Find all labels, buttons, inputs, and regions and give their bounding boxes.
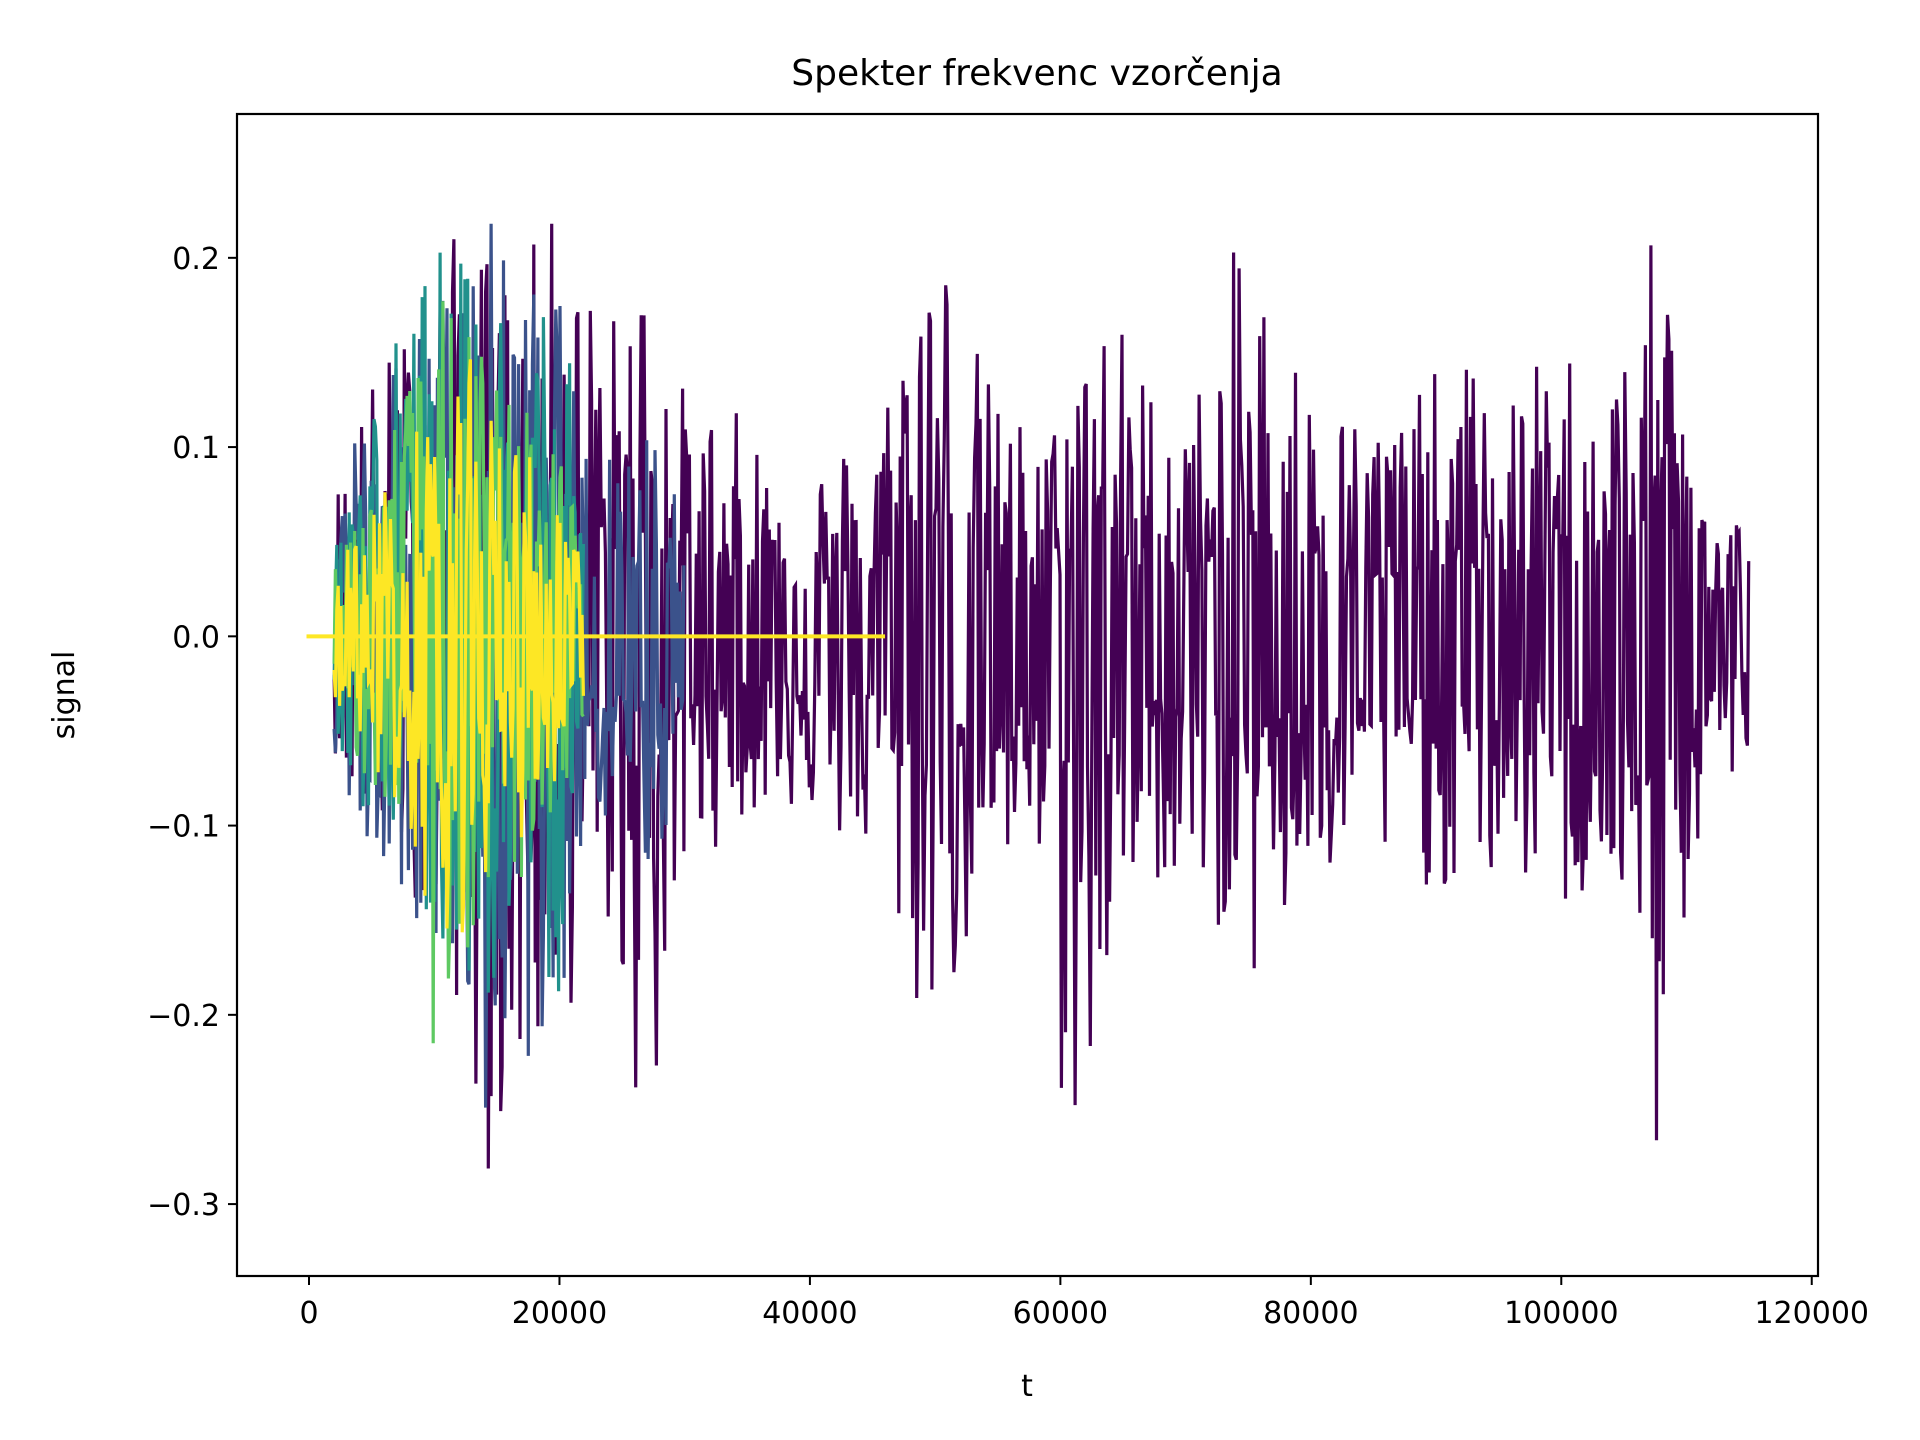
y-tick-label: −0.1 (147, 810, 220, 845)
y-tick-label: −0.2 (147, 999, 220, 1034)
chart-title: Spekter frekvenc vzorčenja (791, 53, 1282, 94)
y-tick-label: 0.2 (172, 242, 220, 277)
plot-frame (235, 112, 1820, 1278)
series-trace (332, 301, 585, 1044)
x-tick-label: 60000 (1013, 1296, 1108, 1331)
axes-layer: 0 20000 40000 60000 80000 100000 120000 −0.3 −0.… (147, 242, 1869, 1331)
x-tick-label: 40000 (762, 1296, 857, 1331)
series-layer (306, 223, 1751, 1169)
y-tick-label: 0.1 (172, 431, 220, 466)
series-trace (332, 359, 585, 933)
series-line-4 (332, 301, 585, 1044)
x-tick-label: 80000 (1263, 1296, 1358, 1331)
x-tick-label: 100000 (1504, 1296, 1619, 1331)
y-axis-label: signal (47, 651, 82, 740)
x-tick-label: 0 (299, 1296, 318, 1331)
x-tick-label: 120000 (1754, 1296, 1869, 1331)
y-tick-label: −0.3 (147, 1188, 220, 1223)
series-line-5 (306, 359, 886, 933)
x-axis-label: t (1021, 1369, 1033, 1404)
y-tick-label: 0.0 (172, 620, 220, 655)
x-tick-label: 20000 (512, 1296, 607, 1331)
